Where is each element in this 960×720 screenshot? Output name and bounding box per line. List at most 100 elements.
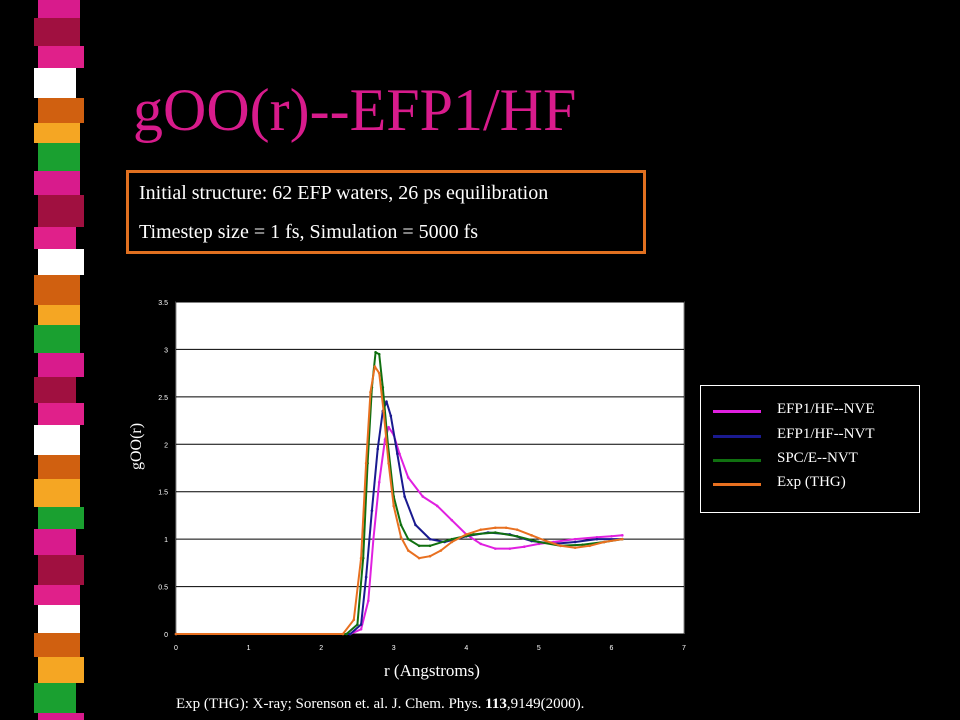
data-point-efp1-hf-nve: [421, 495, 425, 498]
data-point-exp-thg: [515, 528, 519, 531]
stripe-block: [34, 325, 80, 353]
data-point-efp1-hf-nve: [595, 535, 599, 539]
footnote-citation: Exp (THG): X-ray; Sorenson et. al. J. Ch…: [176, 696, 584, 713]
y-tick-label: 1.5: [158, 490, 168, 497]
footnote-pages: ,9149(2000).: [506, 696, 585, 712]
stripe-block: [34, 377, 76, 403]
x-axis-label: r (Angstroms): [384, 661, 480, 680]
data-point-exp-thg: [352, 618, 356, 622]
data-point-efp1-hf-nve: [508, 547, 512, 550]
data-point-exp-thg: [439, 549, 443, 552]
data-point-efp1-hf-nve: [537, 542, 541, 546]
plot-area: [175, 301, 685, 635]
data-point-spc-e-nvt: [406, 537, 410, 541]
data-point-exp-thg: [387, 461, 390, 465]
info-box: Initial structure: 62 EFP waters, 26 ps …: [126, 170, 646, 254]
data-point-exp-thg: [450, 540, 454, 544]
stripe-block: [34, 227, 76, 249]
x-tick-label: 6: [609, 645, 613, 652]
stripe-block: [38, 249, 84, 275]
stripe-block: [38, 403, 84, 425]
info-line-timestep: Timestep size = 1 fs, Simulation = 5000 …: [139, 221, 479, 243]
data-point-efp1-hf-nve: [621, 534, 624, 537]
data-point-spc-e-nvt: [472, 533, 475, 536]
decorative-color-stripe: [34, 0, 84, 720]
data-point-exp-thg: [382, 409, 385, 413]
stripe-block: [38, 195, 84, 227]
data-point-efp1-hf-nvt: [376, 447, 380, 451]
data-point-exp-thg: [174, 632, 178, 636]
data-point-exp-thg: [588, 544, 591, 548]
data-point-spc-e-nvt: [450, 537, 454, 541]
data-point-efp1-hf-nvt: [348, 632, 352, 636]
legend-label: SPC/E--NVT: [777, 450, 858, 466]
stripe-block: [38, 555, 84, 585]
stripe-block: [34, 585, 80, 605]
stripe-block: [38, 46, 84, 68]
data-point-spc-e-nvt: [515, 534, 519, 538]
stripe-block: [38, 507, 84, 529]
data-point-exp-thg: [530, 534, 533, 537]
legend-swatch: [713, 459, 761, 462]
data-point-spc-e-nvt: [399, 523, 403, 527]
data-point-efp1-hf-nve: [573, 537, 577, 541]
data-point-efp1-hf-nvt: [414, 523, 417, 527]
stripe-block: [34, 68, 76, 98]
data-point-efp1-hf-nve: [398, 452, 401, 456]
data-point-exp-thg: [377, 371, 381, 375]
y-tick-label: 3.5: [158, 300, 168, 307]
stripe-block: [34, 683, 76, 713]
stripe-block: [34, 425, 80, 455]
data-point-efp1-hf-nvt: [573, 540, 577, 544]
data-point-efp1-hf-nve: [377, 480, 381, 484]
data-point-spc-e-nvt: [537, 540, 541, 544]
legend-swatch: [713, 410, 761, 413]
data-point-exp-thg: [341, 632, 345, 636]
data-point-efp1-hf-nvt: [359, 623, 363, 626]
stripe-block: [38, 143, 80, 171]
data-point-exp-thg: [359, 556, 363, 560]
data-point-spc-e-nvt: [374, 350, 377, 354]
series-line-spc-e-nvt: [176, 351, 623, 635]
data-point-efp1-hf-nvt: [389, 414, 393, 418]
data-point-spc-e-nvt: [428, 544, 432, 548]
x-tick-label: 5: [537, 645, 541, 652]
data-point-spc-e-nvt: [417, 544, 421, 548]
y-tick-label: 3: [164, 347, 168, 354]
legend-swatch: [713, 435, 761, 438]
footnote-text: Exp (THG): X-ray; Sorenson et. al. J. Ch…: [176, 696, 486, 712]
data-point-exp-thg: [399, 535, 403, 539]
data-point-exp-thg: [392, 504, 396, 508]
data-point-exp-thg: [417, 556, 421, 560]
data-point-efp1-hf-nvt: [428, 537, 432, 541]
x-tick-label: 1: [247, 645, 251, 652]
data-point-spc-e-nvt: [361, 556, 365, 560]
legend-label: EFP1/HF--NVT: [777, 426, 875, 442]
stripe-block: [38, 605, 80, 633]
x-tick-label: 3: [392, 645, 396, 652]
data-point-exp-thg: [544, 539, 548, 543]
data-point-efp1-hf-nve: [479, 542, 483, 546]
x-tick-label: 2: [319, 645, 323, 652]
data-point-efp1-hf-nvt: [364, 575, 368, 579]
data-point-exp-thg: [621, 537, 624, 541]
stripe-block: [34, 123, 80, 143]
stripe-block: [34, 18, 80, 46]
gOO-chart: 0 0.5 1 1.5 2 2.5 3 3.5 0 1 2 3 4 5 6 7: [158, 300, 686, 652]
x-tick-label: 0: [174, 645, 178, 652]
y-tick-label: 2.5: [158, 395, 168, 402]
data-point-exp-thg: [602, 540, 606, 544]
y-tick-label: 2: [164, 442, 168, 449]
data-point-exp-thg: [559, 544, 562, 548]
legend-label: EFP1/HF--NVE: [777, 401, 875, 417]
data-point-exp-thg: [406, 549, 410, 552]
x-tick-label: 7: [682, 645, 686, 652]
data-point-efp1-hf-nvt: [370, 509, 374, 512]
slide-title: gOO(r)--EFP1/HF: [133, 77, 577, 143]
data-point-exp-thg: [369, 390, 372, 394]
stripe-block: [38, 305, 80, 325]
stripe-block: [34, 529, 76, 555]
data-point-efp1-hf-nve: [367, 599, 370, 603]
data-point-efp1-hf-nve: [387, 425, 390, 429]
data-point-efp1-hf-nvt: [595, 537, 599, 541]
